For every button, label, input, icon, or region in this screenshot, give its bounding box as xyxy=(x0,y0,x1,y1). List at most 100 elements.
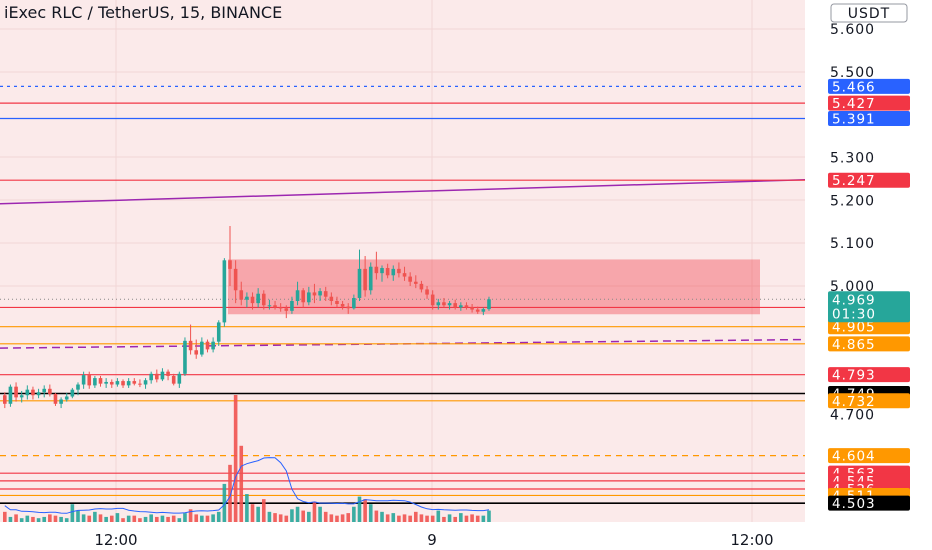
candle-body[interactable] xyxy=(177,373,182,384)
candle-body[interactable] xyxy=(380,268,384,274)
candle-body[interactable] xyxy=(329,296,334,301)
candle-body[interactable] xyxy=(98,378,103,384)
price-badge xyxy=(828,336,910,352)
candle-body[interactable] xyxy=(363,268,367,291)
candle-body[interactable] xyxy=(59,399,63,404)
candle-body[interactable] xyxy=(250,296,255,304)
candle-body[interactable] xyxy=(323,291,328,297)
candle-body[interactable] xyxy=(442,302,446,306)
x-tick-label: 12:00 xyxy=(94,531,137,549)
candle-body[interactable] xyxy=(295,290,300,301)
candle-body[interactable] xyxy=(115,381,120,385)
currency-button[interactable] xyxy=(830,3,908,23)
candle-body[interactable] xyxy=(31,389,35,396)
candle-body[interactable] xyxy=(385,268,390,276)
candle-body[interactable] xyxy=(42,388,47,393)
candle-body[interactable] xyxy=(436,302,441,306)
candle-body[interactable] xyxy=(155,373,159,380)
y-tick-label: 5.500 xyxy=(830,65,875,81)
candle-body[interactable] xyxy=(408,276,412,282)
candle-body[interactable] xyxy=(36,392,41,396)
candle-body[interactable] xyxy=(104,381,108,384)
candle-body[interactable] xyxy=(25,389,30,396)
candle-body[interactable] xyxy=(425,289,429,295)
volume-bar xyxy=(31,516,35,522)
candle-body[interactable] xyxy=(391,268,396,276)
candle-body[interactable] xyxy=(419,283,424,290)
candle-body[interactable] xyxy=(48,388,52,394)
candle-body[interactable] xyxy=(121,381,125,386)
candle-body[interactable] xyxy=(222,260,227,323)
candle-body[interactable] xyxy=(256,293,260,304)
trendline[interactable] xyxy=(0,338,806,349)
candle-body[interactable] xyxy=(357,268,362,298)
candle-body[interactable] xyxy=(481,309,486,312)
candle-body[interactable] xyxy=(8,386,13,404)
resistance-zone[interactable] xyxy=(228,259,760,315)
candle-body[interactable] xyxy=(109,381,114,385)
candle-body[interactable] xyxy=(216,322,221,342)
candle-body[interactable] xyxy=(160,371,165,380)
candle-body[interactable] xyxy=(166,371,170,376)
candle-body[interactable] xyxy=(19,395,24,398)
candle-body[interactable] xyxy=(312,292,317,296)
candle-body[interactable] xyxy=(245,296,249,300)
candle-body[interactable] xyxy=(200,341,204,355)
candle-body[interactable] xyxy=(87,375,92,386)
candle-body[interactable] xyxy=(368,266,373,291)
candle-body[interactable] xyxy=(301,290,305,303)
candle-body[interactable] xyxy=(273,305,277,308)
candle-body[interactable] xyxy=(487,299,491,310)
candle-body[interactable] xyxy=(171,375,176,384)
candle-body[interactable] xyxy=(228,260,232,269)
candle-body[interactable] xyxy=(278,307,283,309)
volume-bar xyxy=(413,511,418,522)
candle-body[interactable] xyxy=(138,383,142,385)
candle-body[interactable] xyxy=(14,386,18,398)
candle-body[interactable] xyxy=(352,297,356,309)
candle-body[interactable] xyxy=(318,291,322,296)
candle-body[interactable] xyxy=(126,381,131,386)
candle-body[interactable] xyxy=(76,384,80,390)
candle-body[interactable] xyxy=(459,305,463,308)
candle-body[interactable] xyxy=(205,341,210,350)
candle-body[interactable] xyxy=(284,308,289,311)
candle-body[interactable] xyxy=(307,292,311,303)
candle-body[interactable] xyxy=(413,281,418,284)
candle-body[interactable] xyxy=(335,300,339,304)
volume-bar xyxy=(25,515,30,522)
candle-body[interactable] xyxy=(53,393,58,404)
candle-body[interactable] xyxy=(239,290,244,300)
candle-body[interactable] xyxy=(290,300,294,311)
candle-body[interactable] xyxy=(3,395,7,404)
candle-body[interactable] xyxy=(149,373,153,381)
candle-body[interactable] xyxy=(93,378,97,386)
candle-body[interactable] xyxy=(453,303,457,308)
trendline[interactable] xyxy=(0,179,806,205)
candle-body[interactable] xyxy=(374,266,379,274)
candle-body[interactable] xyxy=(81,375,86,385)
candle-body[interactable] xyxy=(143,380,148,385)
candle-body[interactable] xyxy=(194,350,199,355)
volume-bar xyxy=(183,513,187,522)
candle-body[interactable] xyxy=(346,306,351,309)
candle-body[interactable] xyxy=(132,381,137,384)
candle-body[interactable] xyxy=(470,307,474,310)
candle-body[interactable] xyxy=(447,303,452,306)
candle-body[interactable] xyxy=(211,341,215,350)
candle-body[interactable] xyxy=(261,293,266,306)
candle-body[interactable] xyxy=(183,340,187,374)
candle-body[interactable] xyxy=(188,340,193,351)
candle-body[interactable] xyxy=(64,396,69,400)
candle-body[interactable] xyxy=(267,305,272,307)
candle-body[interactable] xyxy=(464,305,469,308)
candle-body[interactable] xyxy=(430,294,435,306)
candle-body[interactable] xyxy=(402,273,407,277)
candle-body[interactable] xyxy=(475,309,480,312)
price-badge-label: 5.391 xyxy=(832,112,876,128)
candle-body[interactable] xyxy=(397,268,401,274)
candle-body[interactable] xyxy=(340,303,345,307)
candle-body[interactable] xyxy=(70,389,75,397)
candle-body[interactable] xyxy=(233,268,238,291)
